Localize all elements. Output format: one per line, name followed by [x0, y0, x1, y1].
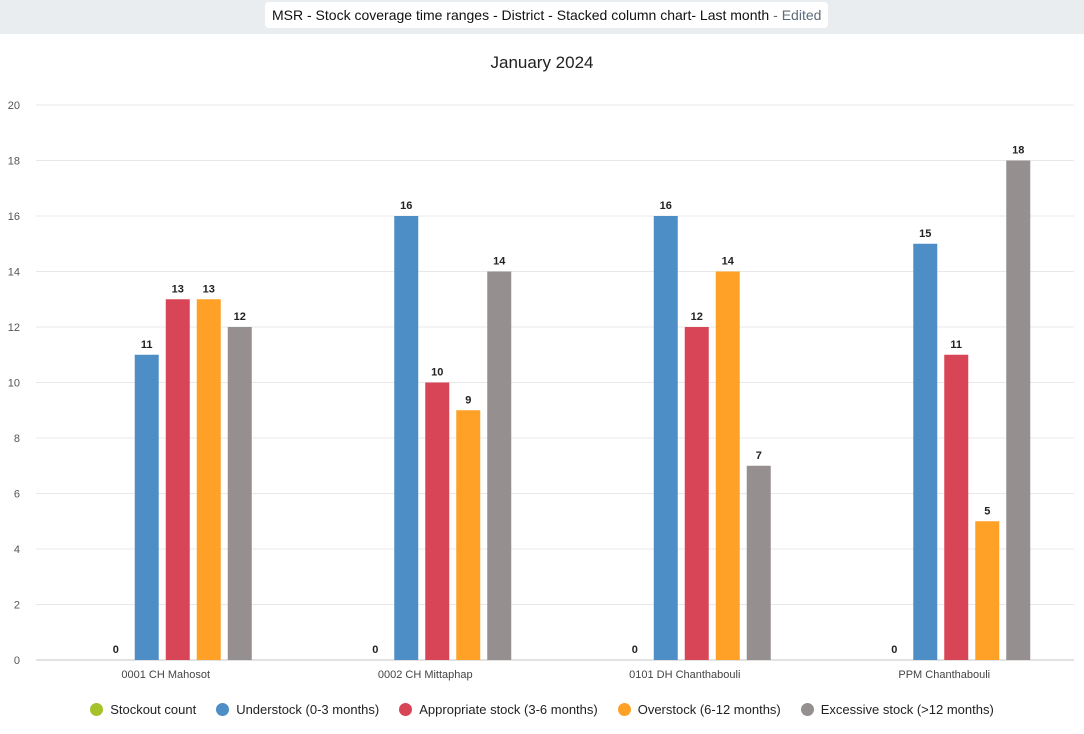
bar[interactable]: [1006, 160, 1031, 661]
bar[interactable]: [165, 299, 190, 660]
edited-indicator: - Edited: [773, 7, 822, 23]
data-label: 14: [722, 256, 735, 268]
data-label: 14: [493, 256, 506, 268]
y-tick-label: 2: [14, 600, 20, 612]
legend-label: Understock (0-3 months): [236, 701, 380, 717]
data-label: 11: [950, 339, 962, 351]
bar[interactable]: [487, 271, 512, 661]
bar[interactable]: [653, 216, 678, 660]
bar[interactable]: [394, 216, 419, 660]
x-tick-label: 0101 DH Chanthabouli: [629, 669, 740, 681]
legend-item[interactable]: Overstock (6-12 months): [617, 701, 781, 717]
bar[interactable]: [425, 382, 450, 661]
x-tick-label: PPM Chanthabouli: [898, 669, 990, 681]
data-label: 10: [431, 367, 443, 379]
y-tick-label: 20: [8, 100, 20, 112]
legend-label: Excessive stock (>12 months): [820, 701, 994, 717]
data-label: 18: [1012, 145, 1024, 157]
bar[interactable]: [134, 354, 159, 660]
y-tick-label: 14: [8, 267, 20, 279]
visualization-title: MSR - Stock coverage time ranges - Distr…: [272, 7, 770, 23]
legend-item[interactable]: Stockout count: [90, 702, 196, 717]
x-tick-label: 0001 CH Mahosot: [121, 669, 210, 681]
chart-legend: Stockout count Understock (0-3 months) App…: [0, 698, 1084, 720]
legend-swatch: [399, 702, 413, 716]
legend-swatch: [90, 702, 104, 716]
bar[interactable]: [715, 271, 740, 661]
data-label: 11: [141, 339, 153, 351]
data-label: 9: [465, 394, 471, 406]
bar[interactable]: [196, 299, 221, 660]
y-tick-label: 16: [8, 211, 20, 223]
legend-label: Appropriate stock (3-6 months): [419, 701, 598, 717]
y-tick-label: 4: [14, 544, 20, 556]
bar[interactable]: [944, 354, 969, 660]
y-tick-label: 8: [14, 433, 20, 445]
bar[interactable]: [227, 327, 252, 660]
bar[interactable]: [975, 521, 1000, 660]
bar[interactable]: [684, 327, 709, 660]
legend-swatch: [617, 702, 631, 716]
legend-label: Overstock (6-12 months): [637, 701, 781, 717]
bar[interactable]: [456, 410, 481, 660]
y-tick-label: 18: [8, 156, 20, 168]
data-label: 5: [984, 505, 990, 517]
legend-swatch: [800, 702, 814, 716]
data-label: 15: [919, 228, 931, 240]
data-label: 0: [891, 644, 897, 656]
data-label: 0: [113, 644, 119, 656]
y-tick-label: 12: [8, 322, 20, 334]
y-tick-label: 6: [14, 489, 20, 501]
bar[interactable]: [913, 243, 938, 660]
data-label: 0: [372, 644, 378, 656]
legend-item[interactable]: Appropriate stock (3-6 months): [399, 701, 598, 717]
legend-swatch: [216, 702, 230, 716]
data-label: 0: [632, 644, 638, 656]
bar[interactable]: [746, 465, 771, 660]
data-label: 12: [234, 311, 246, 323]
legend-item[interactable]: Understock (0-3 months): [216, 702, 379, 717]
data-label: 16: [400, 200, 412, 212]
data-label: 7: [756, 450, 762, 462]
chart-title: January 2024: [490, 53, 593, 72]
data-label: 12: [691, 311, 703, 323]
data-label: 13: [172, 283, 184, 295]
data-label: 16: [660, 200, 672, 212]
chart-title-pill[interactable]: MSR - Stock coverage time ranges - Distr…: [265, 2, 829, 28]
legend-item[interactable]: Excessive stock (>12 months): [800, 701, 994, 717]
x-tick-label: 0002 CH Mittaphap: [378, 669, 473, 681]
y-tick-label: 10: [8, 378, 20, 390]
title-bar: MSR - Stock coverage time ranges - Distr…: [0, 0, 1084, 34]
data-label: 13: [203, 283, 215, 295]
legend-label: Stockout count: [110, 701, 197, 717]
y-tick-label: 0: [14, 655, 20, 667]
